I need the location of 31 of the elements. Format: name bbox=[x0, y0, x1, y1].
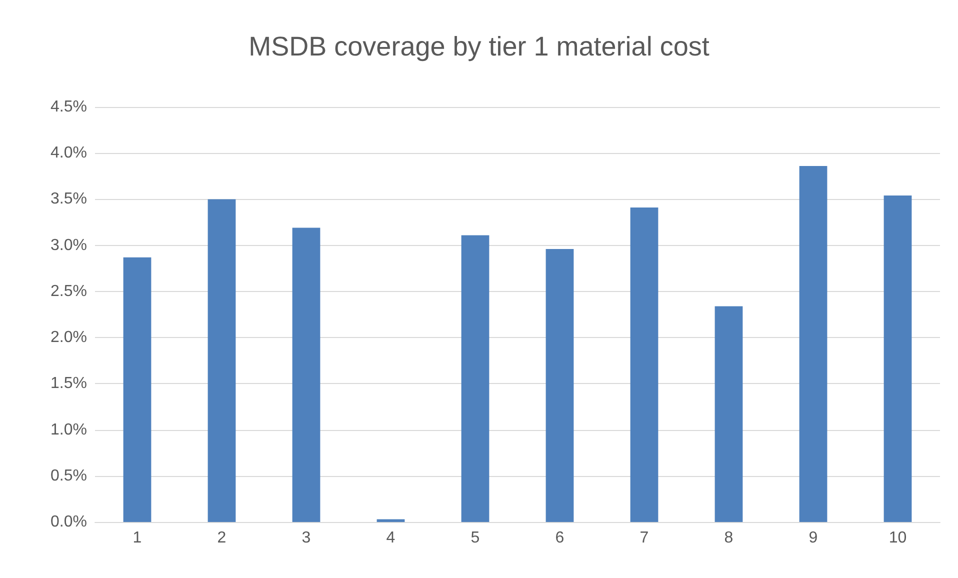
y-tick-label: 1.5% bbox=[50, 375, 87, 392]
y-tick-label: 3.5% bbox=[50, 190, 87, 208]
y-tick-label: 1.0% bbox=[50, 421, 87, 438]
x-tick-label: 8 bbox=[724, 530, 734, 546]
x-tick-label: 4 bbox=[386, 530, 396, 546]
y-tick-label: 4.0% bbox=[50, 144, 87, 162]
x-tick-label: 5 bbox=[470, 530, 480, 546]
bar bbox=[461, 235, 490, 522]
bar bbox=[884, 196, 912, 522]
y-tick-label: 3.0% bbox=[50, 236, 87, 254]
bar bbox=[546, 249, 574, 522]
y-tick-label: 4.5% bbox=[50, 98, 87, 116]
x-tick-label: 7 bbox=[640, 530, 649, 546]
y-tick-label: 0.5% bbox=[50, 467, 87, 484]
bar bbox=[208, 199, 236, 522]
y-tick-label: 2.0% bbox=[50, 329, 87, 346]
x-tick-label: 9 bbox=[808, 530, 818, 546]
bar bbox=[630, 208, 658, 522]
chart-title: MSDB coverage by tier 1 material cost bbox=[248, 32, 710, 62]
bar bbox=[123, 257, 152, 522]
y-tick-label: 0.0% bbox=[50, 514, 87, 530]
bar bbox=[376, 519, 405, 522]
x-tick-label: 6 bbox=[555, 530, 564, 546]
bar bbox=[292, 228, 320, 522]
y-tick-label: 2.5% bbox=[50, 282, 87, 300]
x-tick-label: 3 bbox=[302, 530, 311, 546]
x-tick-label: 10 bbox=[888, 530, 907, 546]
bar bbox=[714, 306, 743, 522]
x-tick-label: 2 bbox=[217, 530, 226, 546]
x-tick-label: 1 bbox=[132, 530, 142, 546]
bar bbox=[799, 166, 828, 522]
